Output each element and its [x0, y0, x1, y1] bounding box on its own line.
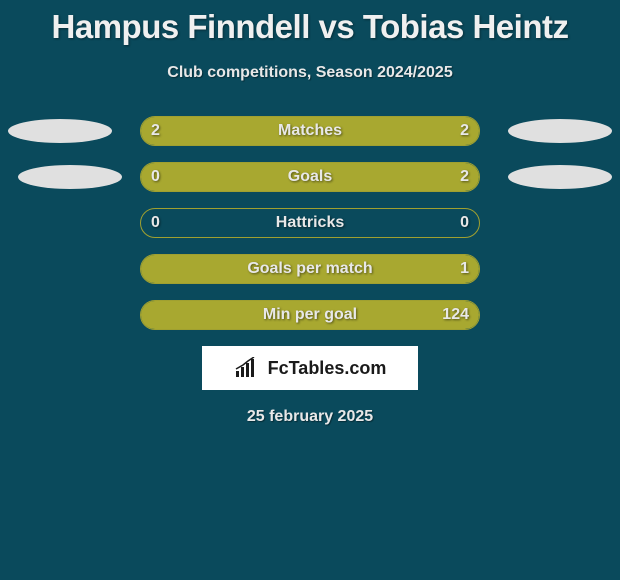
stat-row: 124 Min per goal	[0, 300, 620, 330]
stat-row: 0 2 Goals	[0, 162, 620, 192]
player-right-marker	[508, 119, 612, 143]
bar-value-left: 0	[151, 214, 160, 232]
player-left-marker	[8, 119, 112, 143]
date-label: 25 february 2025	[0, 408, 620, 426]
page-title: Hampus Finndell vs Tobias Heintz	[0, 0, 620, 46]
bar-value-right: 0	[460, 214, 469, 232]
comparison-chart: 2 2 Matches 0 2 Goals 0 0 Hattricks 1 Goals per ma…	[0, 116, 620, 330]
stat-row: 1 Goals per match	[0, 254, 620, 284]
chart-icon	[234, 357, 262, 379]
bar-track: 124 Min per goal	[140, 300, 480, 330]
branding-text: FcTables.com	[268, 358, 387, 379]
bar-label: Goals	[288, 168, 332, 186]
bar-track: 0 2 Goals	[140, 162, 480, 192]
stat-row: 2 2 Matches	[0, 116, 620, 146]
bar-value-left: 2	[151, 122, 160, 140]
bar-track: 0 0 Hattricks	[140, 208, 480, 238]
subtitle: Club competitions, Season 2024/2025	[0, 64, 620, 82]
bar-label: Matches	[278, 122, 342, 140]
bar-value-right: 2	[460, 168, 469, 186]
player-right-marker	[508, 165, 612, 189]
stat-row: 0 0 Hattricks	[0, 208, 620, 238]
bar-label: Min per goal	[263, 306, 357, 324]
bar-value-right: 124	[442, 306, 469, 324]
bar-track: 1 Goals per match	[140, 254, 480, 284]
bar-value-left: 0	[151, 168, 160, 186]
bar-value-right: 2	[460, 122, 469, 140]
bar-track: 2 2 Matches	[140, 116, 480, 146]
bar-label: Goals per match	[247, 260, 372, 278]
player-left-marker	[18, 165, 122, 189]
bar-label: Hattricks	[276, 214, 344, 232]
bar-value-right: 1	[460, 260, 469, 278]
branding-box: FcTables.com	[202, 346, 418, 390]
